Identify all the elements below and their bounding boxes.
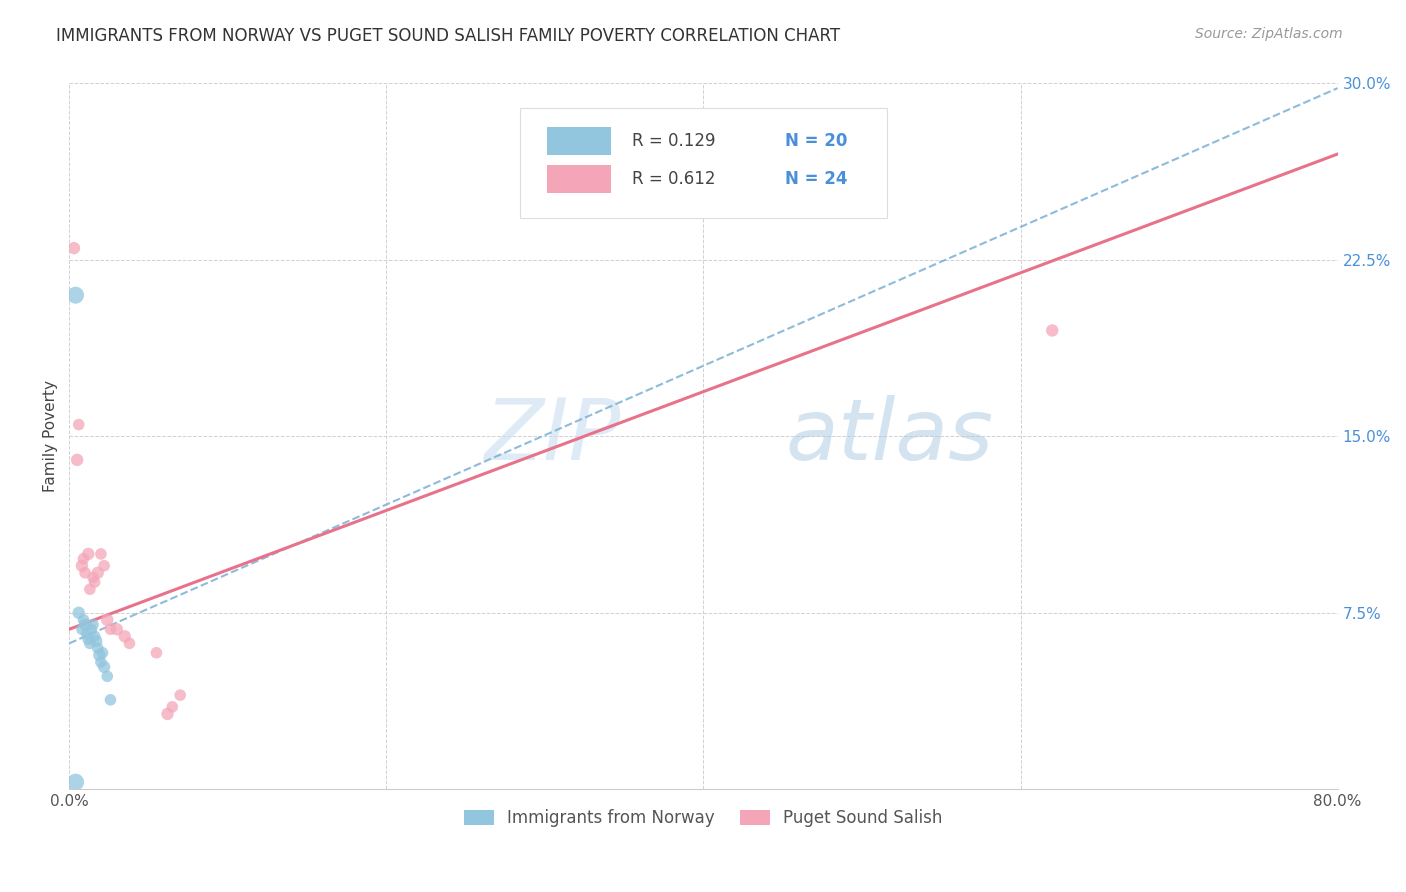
Point	[118, 636, 141, 650]
Point	[1040, 323, 1063, 337]
Point	[70, 622, 93, 636]
FancyBboxPatch shape	[547, 128, 610, 155]
Point	[87, 641, 110, 656]
Point	[79, 636, 101, 650]
Text: atlas: atlas	[786, 395, 994, 478]
Point	[72, 613, 94, 627]
Point	[105, 622, 128, 636]
Point	[114, 629, 136, 643]
Text: N = 20: N = 20	[785, 132, 846, 151]
Point	[93, 558, 115, 573]
Point	[91, 646, 114, 660]
Point	[100, 622, 122, 636]
Point	[77, 632, 100, 646]
Point	[80, 622, 103, 636]
Text: N = 24: N = 24	[785, 169, 846, 187]
Point	[82, 570, 104, 584]
Point	[67, 606, 90, 620]
Point	[156, 706, 179, 721]
Text: R = 0.612: R = 0.612	[633, 169, 716, 187]
Point	[65, 775, 87, 789]
Point	[89, 648, 111, 662]
Point	[66, 453, 89, 467]
Point	[67, 417, 90, 432]
Point	[83, 575, 105, 590]
Point	[851, 135, 873, 149]
Point	[90, 655, 112, 669]
Point	[90, 547, 112, 561]
Point	[96, 613, 118, 627]
Point	[93, 660, 115, 674]
Point	[162, 699, 184, 714]
Point	[65, 288, 87, 302]
Text: ZIP: ZIP	[485, 395, 621, 478]
Point	[72, 551, 94, 566]
Y-axis label: Family Poverty: Family Poverty	[44, 380, 58, 492]
Point	[87, 566, 110, 580]
Point	[75, 617, 97, 632]
Text: Source: ZipAtlas.com: Source: ZipAtlas.com	[1195, 27, 1343, 41]
Text: R = 0.129: R = 0.129	[633, 132, 716, 151]
Legend: Immigrants from Norway, Puget Sound Salish: Immigrants from Norway, Puget Sound Sali…	[457, 803, 949, 834]
Point	[77, 547, 100, 561]
Point	[96, 669, 118, 683]
Point	[83, 629, 105, 643]
FancyBboxPatch shape	[547, 165, 610, 193]
Point	[70, 558, 93, 573]
Point	[145, 646, 167, 660]
Point	[100, 693, 122, 707]
Point	[75, 566, 97, 580]
Point	[79, 582, 101, 597]
Point	[76, 627, 98, 641]
Text: IMMIGRANTS FROM NORWAY VS PUGET SOUND SALISH FAMILY POVERTY CORRELATION CHART: IMMIGRANTS FROM NORWAY VS PUGET SOUND SA…	[56, 27, 841, 45]
Point	[63, 241, 86, 255]
Point	[82, 617, 104, 632]
Point	[84, 634, 107, 648]
Point	[169, 688, 191, 702]
FancyBboxPatch shape	[519, 108, 887, 218]
